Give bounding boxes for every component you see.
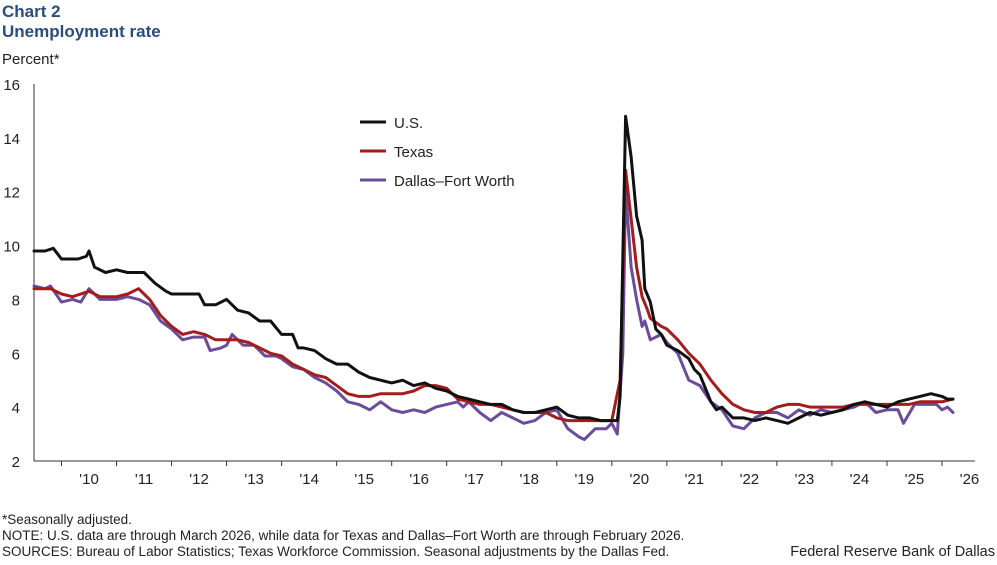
y-tick-label: 6 [12, 346, 20, 363]
x-tick-label: '26 [960, 471, 980, 488]
y-tick-label: 12 [3, 185, 20, 202]
chart-title: Unemployment rate [2, 22, 161, 41]
tick-labels: 2 4 6 8 10 12 14 16 '10 '11 '12 '13 '14 '15 '16 '17 '18 '… [3, 77, 979, 488]
x-tick-label: '19 [575, 471, 595, 488]
x-tick-label: '17 [464, 471, 484, 488]
footnote-seasonal: *Seasonally adjusted. [2, 512, 132, 527]
x-tick-label: '12 [189, 471, 209, 488]
legend: U.S. Texas Dallas–Fort Worth [360, 115, 515, 190]
y-axis-label: Percent* [2, 51, 60, 68]
series-line-dallas-fort-worth [32, 187, 955, 441]
x-tick-label: '13 [244, 471, 264, 488]
series-line-u-s- [32, 114, 955, 425]
y-tick-label: 14 [3, 131, 20, 148]
legend-label: Dallas–Fort Worth [394, 173, 515, 190]
credit-line: Federal Reserve Bank of Dallas [790, 544, 995, 560]
x-tick-label: '10 [79, 471, 99, 488]
series-lines [32, 114, 955, 441]
legend-label: U.S. [394, 115, 423, 132]
y-tick-label: 16 [3, 77, 20, 94]
footnote-sources: SOURCES: Bureau of Labor Statistics; Tex… [2, 544, 670, 559]
y-tick-label: 2 [12, 454, 20, 471]
x-tick-label: '24 [850, 471, 870, 488]
y-tick-label: 8 [12, 292, 20, 309]
x-tick-label: '11 [135, 471, 153, 488]
x-tick-label: '15 [354, 471, 374, 488]
chart-number: Chart 2 [2, 2, 61, 21]
footnote-note: NOTE: U.S. data are through March 2026, … [2, 528, 685, 543]
x-tick-label: '16 [409, 471, 429, 488]
x-tick-label: '22 [740, 471, 760, 488]
axes [33, 84, 975, 466]
x-tick-label: '25 [905, 471, 925, 488]
y-tick-label: 4 [12, 400, 20, 417]
x-tick-label: '23 [795, 471, 815, 488]
x-tick-label: '14 [299, 471, 319, 488]
legend-label: Texas [394, 144, 433, 161]
x-tick-label: '20 [630, 471, 650, 488]
y-tick-label: 10 [3, 239, 20, 256]
x-tick-label: '21 [685, 471, 705, 488]
x-tick-label: '18 [519, 471, 539, 488]
